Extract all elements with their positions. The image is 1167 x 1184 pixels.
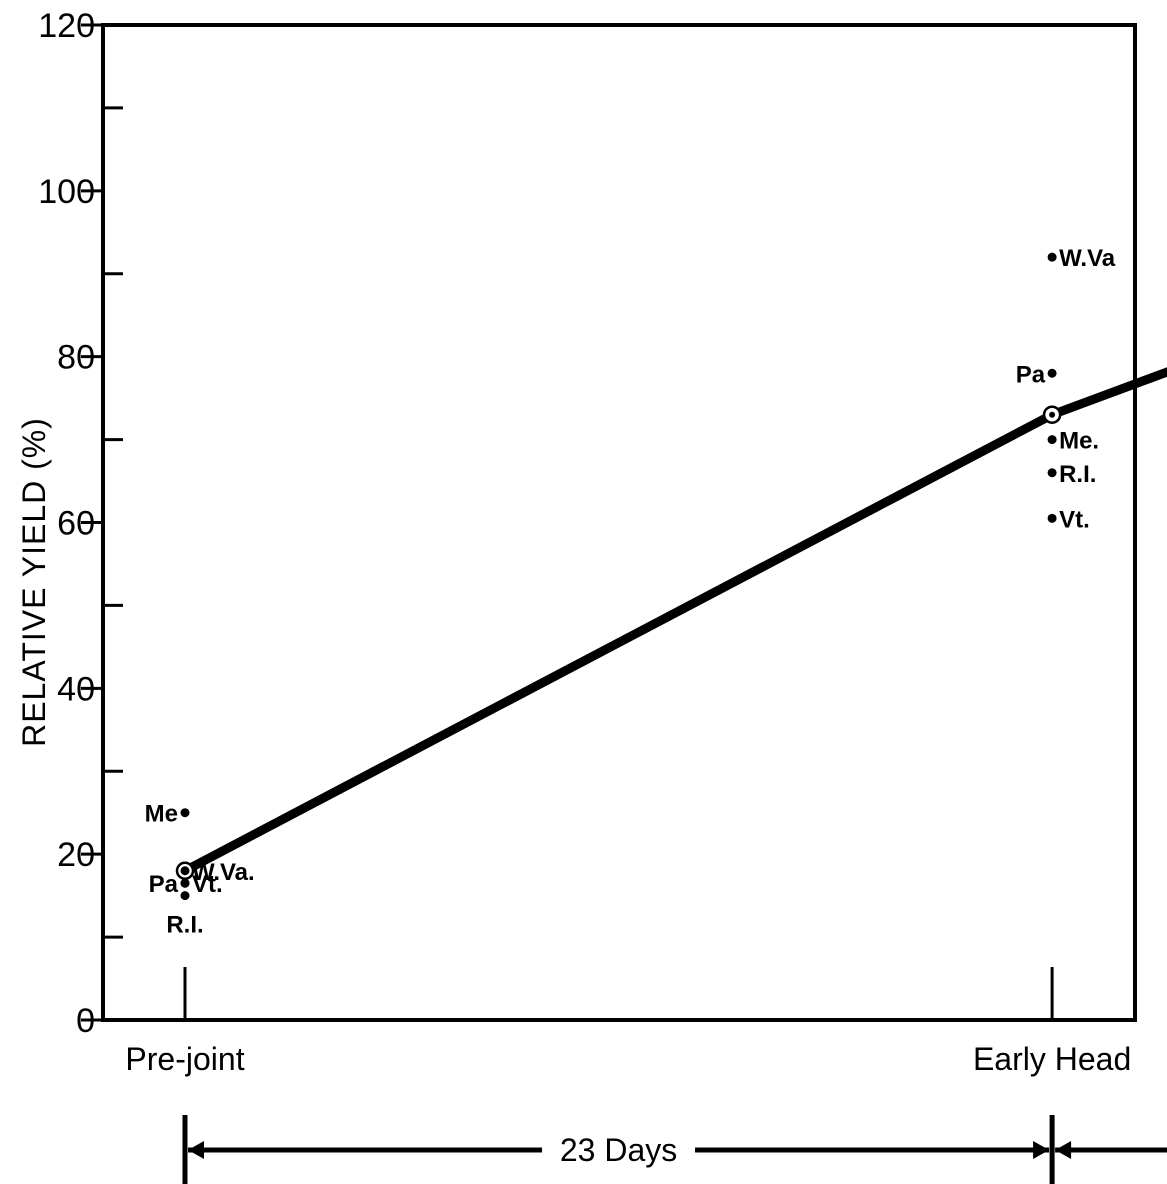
location-point-label: Vt.: [1059, 506, 1090, 533]
interval-bar: 23 Days16 Days14 Days: [182, 1115, 1167, 1184]
location-point: [180, 866, 190, 876]
x-category-label: Early Head: [973, 1041, 1131, 1077]
plot-frame: [101, 23, 1137, 1022]
location-point: [1047, 252, 1057, 262]
location-point-label: Pa: [149, 871, 179, 898]
location-point-label: Pa: [1016, 361, 1046, 388]
y-axis-title: RELATIVE YIELD (%): [16, 417, 52, 747]
location-point-label: Me.: [1059, 428, 1099, 455]
location-point-label: R.I.: [166, 912, 203, 939]
average-series: AllLocations: [175, 367, 1167, 880]
y-tick-label: 20: [57, 836, 95, 874]
location-point: [180, 808, 190, 818]
y-tick-label: 120: [38, 7, 95, 45]
location-point-label: R.I.: [1059, 461, 1096, 488]
y-axis: 0 20 40 60 80 100 120: [38, 7, 123, 1040]
location-point: [1047, 435, 1057, 445]
y-tick-label: 0: [76, 1002, 95, 1040]
series-line: [182, 367, 1167, 875]
location-point-label: W.Va.: [192, 859, 255, 886]
location-point-label: W.Va: [1059, 245, 1116, 272]
series-marker-center: [1049, 411, 1056, 418]
interval-label: 23 Days: [560, 1132, 677, 1168]
interval-arrowhead-right: [1033, 1141, 1050, 1159]
interval-arrowhead-left: [188, 1141, 204, 1159]
y-tick-label: 80: [57, 339, 95, 377]
x-category-label: Pre-joint: [125, 1041, 244, 1077]
y-tick-label: 60: [57, 505, 95, 543]
location-point: [1047, 468, 1057, 478]
interval-arrowhead-left: [1055, 1141, 1072, 1159]
y-tick-label: 100: [38, 173, 95, 211]
location-point: [1047, 513, 1057, 523]
location-point: [1047, 368, 1057, 378]
location-point-label: Me: [145, 801, 178, 828]
location-point: [180, 891, 190, 901]
y-tick-label: 40: [57, 670, 95, 708]
location-point: [180, 878, 190, 888]
location-point-label: Vt.: [192, 871, 223, 898]
location-points: MeW.Va.PaVt.R.I.W.VaPaMe.R.I.Vt.Vt.W.VaP…: [145, 245, 1116, 939]
